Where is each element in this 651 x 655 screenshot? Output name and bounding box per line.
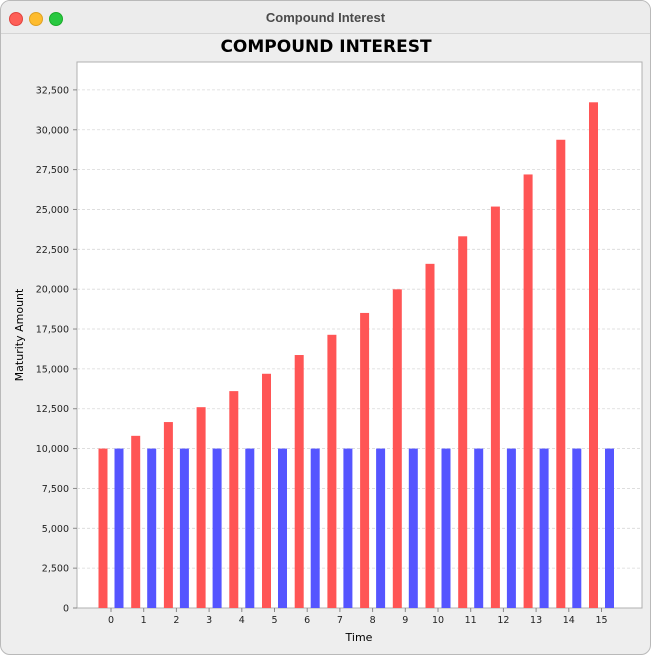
bar-series-2-t7 — [343, 448, 353, 608]
y-tick-label: 2,500 — [42, 564, 69, 575]
x-tick-label: 4 — [239, 615, 245, 626]
bar-series-1-t5 — [262, 373, 271, 608]
x-tick-label: 8 — [370, 615, 376, 626]
bar-series-1-t7 — [327, 334, 337, 608]
bar-series-2-t14 — [572, 448, 582, 608]
x-tick-label: 2 — [173, 615, 179, 626]
x-tick-label: 13 — [530, 615, 542, 626]
y-tick-label: 0 — [63, 604, 69, 615]
x-tick-label: 1 — [141, 615, 147, 626]
bar-series-1-t1 — [131, 435, 141, 608]
chart-title: COMPOUND INTEREST — [220, 37, 432, 57]
title-bar[interactable]: Compound Interest — [1, 1, 650, 34]
bar-series-2-t0 — [114, 448, 124, 608]
x-tick-label: 3 — [206, 615, 212, 626]
bar-series-2-t5 — [278, 448, 287, 608]
y-tick-label: 10,000 — [36, 444, 69, 455]
bar-series-1-t0 — [98, 448, 108, 608]
bar-series-1-t13 — [523, 174, 533, 608]
x-axis-label: Time — [345, 631, 373, 644]
bar-series-1-t15 — [589, 102, 598, 608]
bar-series-2-t8 — [376, 448, 386, 608]
x-tick-label: 9 — [402, 615, 408, 626]
x-tick-label: 7 — [337, 615, 343, 626]
bars — [98, 102, 614, 609]
bar-series-1-t4 — [229, 391, 239, 608]
x-tick-label: 5 — [271, 615, 277, 626]
bar-series-1-t2 — [163, 422, 173, 608]
y-tick-label: 20,000 — [36, 285, 69, 296]
y-tick-label: 32,500 — [36, 85, 69, 96]
bar-series-2-t10 — [441, 448, 451, 608]
y-tick-label: 15,000 — [36, 364, 69, 375]
y-axis-ticks: 0 2,500 5,000 7,500 10,000 12,500 15,000 17,500… — [36, 85, 77, 615]
x-tick-label: 10 — [432, 615, 444, 626]
bar-series-1-t12 — [490, 206, 500, 609]
bar-series-2-t1 — [147, 448, 157, 608]
x-tick-label: 12 — [497, 615, 509, 626]
y-tick-label: 5,000 — [42, 524, 69, 535]
bar-series-2-t9 — [408, 448, 418, 608]
y-axis-label: Maturity Amount — [13, 288, 26, 381]
x-tick-label: 6 — [304, 615, 310, 626]
y-tick-label: 27,500 — [36, 165, 69, 176]
bar-series-1-t10 — [425, 263, 435, 608]
bar-series-2-t11 — [474, 448, 484, 608]
y-tick-label: 22,500 — [36, 245, 69, 256]
close-window-button[interactable] — [9, 12, 23, 26]
bar-series-2-t3 — [212, 448, 222, 608]
bar-series-1-t9 — [392, 289, 402, 608]
y-tick-label: 17,500 — [36, 325, 69, 336]
bar-series-2-t6 — [310, 448, 320, 608]
x-axis-ticks: 0 1 2 3 4 5 6 7 8 9 10 11 12 13 14 15 — [108, 608, 608, 626]
bar-series-2-t2 — [179, 448, 189, 608]
y-tick-label: 25,000 — [36, 205, 69, 216]
x-tick-label: 0 — [108, 615, 114, 626]
bar-series-2-t12 — [506, 448, 516, 608]
bar-series-1-t6 — [294, 355, 304, 608]
minimize-window-button[interactable] — [29, 12, 43, 26]
x-tick-label: 14 — [563, 615, 575, 626]
x-tick-label: 15 — [595, 615, 607, 626]
bar-series-2-t4 — [245, 448, 255, 608]
bar-series-2-t13 — [539, 448, 549, 608]
x-tick-label: 11 — [465, 615, 477, 626]
y-tick-label: 7,500 — [42, 484, 69, 495]
y-tick-label: 12,500 — [36, 404, 69, 415]
bar-series-1-t11 — [458, 236, 468, 608]
maximize-window-button[interactable] — [49, 12, 63, 26]
bar-series-1-t8 — [360, 312, 370, 608]
bar-series-2-t15 — [605, 448, 614, 608]
window-title: Compound Interest — [265, 10, 386, 25]
bar-series-1-t14 — [556, 139, 566, 608]
bar-series-1-t3 — [196, 407, 206, 608]
y-tick-label: 30,000 — [36, 125, 69, 136]
